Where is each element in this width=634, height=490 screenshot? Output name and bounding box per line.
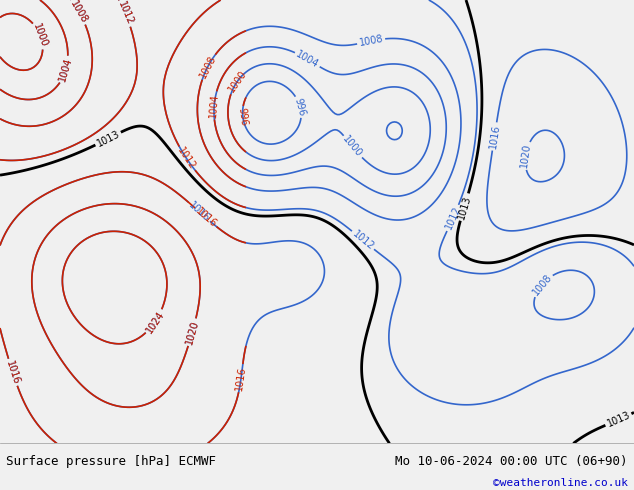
Text: 1016: 1016 (488, 123, 501, 149)
Text: 1004: 1004 (208, 93, 220, 118)
Text: 1000: 1000 (31, 23, 49, 49)
Text: 1020: 1020 (184, 319, 200, 345)
Text: 1008: 1008 (531, 272, 553, 297)
Text: 1012: 1012 (176, 146, 198, 172)
Text: 996: 996 (236, 107, 249, 127)
Text: 1008: 1008 (198, 53, 218, 80)
Text: 1016: 1016 (187, 200, 212, 223)
Text: ©weatheronline.co.uk: ©weatheronline.co.uk (493, 478, 628, 488)
Text: Mo 10-06-2024 00:00 UTC (06+90): Mo 10-06-2024 00:00 UTC (06+90) (395, 455, 628, 468)
Text: 1000: 1000 (341, 134, 365, 159)
Text: 1004: 1004 (58, 56, 74, 83)
Text: 1024: 1024 (144, 309, 166, 335)
Text: Surface pressure [hPa] ECMWF: Surface pressure [hPa] ECMWF (6, 455, 216, 468)
Text: 1020: 1020 (184, 319, 200, 345)
Text: 1000: 1000 (31, 23, 49, 49)
Text: 1008: 1008 (68, 0, 89, 25)
Text: 1004: 1004 (58, 56, 74, 83)
Text: 1016: 1016 (4, 359, 22, 386)
Text: 996: 996 (293, 97, 307, 117)
Text: 1000: 1000 (226, 69, 249, 95)
Text: 1013: 1013 (95, 129, 121, 148)
Text: 1004: 1004 (294, 49, 321, 70)
Text: 1024: 1024 (144, 309, 166, 335)
Text: 1008: 1008 (68, 0, 89, 25)
Text: 1013: 1013 (456, 194, 472, 220)
Text: 1020: 1020 (519, 143, 533, 169)
Text: 1013: 1013 (605, 410, 631, 429)
Text: 1012: 1012 (116, 0, 134, 26)
Text: 1012: 1012 (350, 228, 375, 252)
Text: 1016: 1016 (4, 359, 22, 386)
Text: 1008: 1008 (358, 34, 384, 48)
Text: 1016: 1016 (193, 206, 218, 229)
Text: 1012: 1012 (443, 205, 463, 231)
Text: 1012: 1012 (116, 0, 134, 26)
Text: 1016: 1016 (235, 366, 248, 391)
